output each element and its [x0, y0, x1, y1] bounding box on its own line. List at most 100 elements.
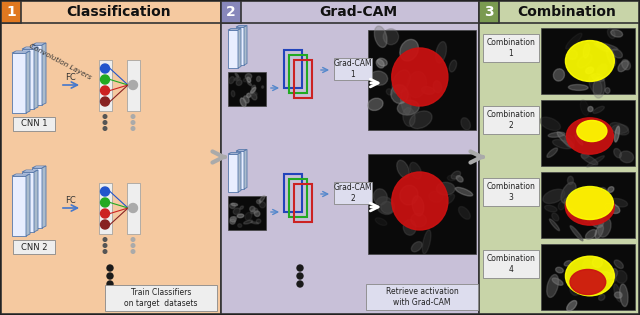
Ellipse shape — [588, 106, 593, 112]
Circle shape — [107, 273, 113, 279]
Bar — [368, 30, 476, 130]
Ellipse shape — [251, 87, 256, 93]
Ellipse shape — [250, 206, 255, 212]
Ellipse shape — [251, 210, 255, 214]
Bar — [284, 50, 302, 88]
Ellipse shape — [614, 260, 623, 268]
Ellipse shape — [368, 98, 383, 111]
Ellipse shape — [566, 186, 613, 220]
Bar — [228, 30, 238, 68]
Bar — [12, 53, 26, 113]
Ellipse shape — [612, 49, 623, 58]
Ellipse shape — [593, 257, 602, 267]
Bar — [99, 60, 111, 111]
Ellipse shape — [614, 126, 620, 142]
Text: Train Classifiers
on target  datasets: Train Classifiers on target datasets — [124, 288, 198, 308]
Circle shape — [131, 121, 135, 124]
Polygon shape — [34, 47, 38, 109]
Ellipse shape — [577, 120, 607, 141]
Ellipse shape — [540, 117, 561, 130]
Ellipse shape — [236, 77, 238, 79]
Circle shape — [103, 121, 107, 124]
Ellipse shape — [231, 91, 235, 97]
Text: Convolution Layers: Convolution Layers — [28, 43, 92, 81]
Ellipse shape — [228, 77, 234, 83]
Ellipse shape — [564, 198, 579, 214]
Ellipse shape — [412, 242, 422, 252]
Text: Classification: Classification — [67, 5, 172, 19]
Ellipse shape — [593, 272, 611, 281]
Ellipse shape — [233, 208, 240, 215]
Polygon shape — [34, 170, 38, 232]
Bar — [334, 182, 372, 204]
Polygon shape — [22, 170, 38, 172]
Ellipse shape — [604, 203, 620, 214]
Bar — [483, 34, 539, 62]
Ellipse shape — [233, 217, 237, 219]
Ellipse shape — [245, 74, 252, 79]
Ellipse shape — [554, 69, 564, 81]
Ellipse shape — [392, 48, 448, 106]
Ellipse shape — [575, 135, 583, 145]
Circle shape — [131, 115, 135, 118]
Ellipse shape — [378, 58, 387, 66]
Ellipse shape — [237, 214, 244, 218]
Bar — [236, 27, 244, 65]
Ellipse shape — [610, 198, 627, 207]
Bar — [236, 151, 244, 189]
Text: CNN 2: CNN 2 — [20, 243, 47, 251]
Ellipse shape — [235, 73, 239, 77]
Ellipse shape — [230, 219, 236, 224]
Bar — [1, 1, 221, 23]
Ellipse shape — [376, 60, 384, 68]
Circle shape — [100, 75, 109, 84]
Ellipse shape — [410, 162, 422, 179]
Text: FC: FC — [66, 196, 76, 205]
Ellipse shape — [611, 30, 623, 37]
Ellipse shape — [566, 118, 613, 154]
Polygon shape — [12, 174, 30, 176]
Ellipse shape — [461, 118, 470, 130]
Ellipse shape — [374, 189, 387, 205]
Bar — [32, 45, 42, 105]
Ellipse shape — [251, 90, 255, 94]
Ellipse shape — [586, 128, 596, 139]
Bar — [368, 154, 476, 254]
Ellipse shape — [561, 182, 576, 203]
Ellipse shape — [566, 256, 614, 296]
Ellipse shape — [614, 292, 622, 298]
Ellipse shape — [549, 219, 559, 231]
Ellipse shape — [234, 78, 241, 81]
Bar — [228, 72, 266, 106]
Bar — [1, 1, 221, 314]
Ellipse shape — [257, 200, 260, 204]
Ellipse shape — [568, 84, 588, 90]
Ellipse shape — [610, 123, 629, 135]
Circle shape — [100, 187, 109, 196]
Ellipse shape — [584, 216, 591, 223]
Ellipse shape — [566, 189, 614, 225]
Ellipse shape — [596, 271, 614, 279]
Ellipse shape — [259, 196, 265, 203]
Ellipse shape — [552, 278, 563, 285]
Ellipse shape — [583, 260, 594, 279]
Bar — [479, 1, 639, 314]
Bar — [22, 49, 34, 109]
Ellipse shape — [400, 39, 419, 61]
Ellipse shape — [566, 41, 614, 82]
Ellipse shape — [433, 81, 442, 93]
Ellipse shape — [564, 135, 575, 147]
Bar — [541, 172, 635, 238]
Ellipse shape — [400, 185, 418, 205]
Circle shape — [129, 203, 138, 213]
Ellipse shape — [564, 261, 572, 266]
Ellipse shape — [230, 217, 236, 222]
Bar — [228, 196, 266, 230]
Ellipse shape — [451, 171, 461, 179]
Ellipse shape — [566, 33, 582, 49]
Ellipse shape — [383, 29, 399, 45]
Ellipse shape — [610, 269, 618, 278]
Circle shape — [103, 127, 107, 130]
Ellipse shape — [614, 148, 621, 158]
Bar — [221, 1, 479, 23]
